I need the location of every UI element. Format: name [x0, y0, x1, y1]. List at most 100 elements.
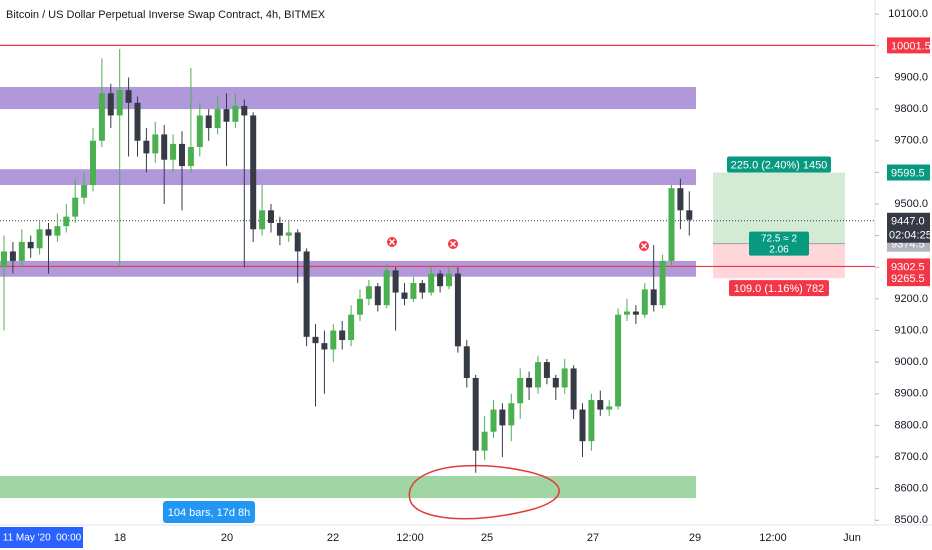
ratio-box — [749, 231, 809, 256]
x-tick-label: 12:00 — [396, 532, 424, 544]
y-tick-label: 9700.0 — [894, 135, 928, 147]
candle-body — [419, 283, 426, 293]
range-label: 104 bars, 17d 8h — [168, 507, 251, 519]
candle-body — [543, 362, 550, 378]
last-price-tag — [887, 212, 930, 243]
candle-body — [179, 143, 185, 167]
candle-body — [285, 232, 292, 236]
y-tick-label: 9100.0 — [894, 324, 928, 336]
candle-body — [446, 273, 452, 287]
candle-body — [463, 346, 470, 378]
price-tag-label: 9265.5 — [891, 273, 925, 285]
candle-body — [170, 143, 177, 160]
x-marker — [387, 237, 397, 247]
price-tag — [887, 37, 930, 54]
candle-body — [508, 403, 515, 426]
candle-body — [63, 216, 70, 227]
candle-body — [535, 362, 541, 388]
candle-body — [312, 336, 319, 344]
candle-body — [18, 241, 25, 261]
x-tick-label: 25 — [481, 532, 493, 544]
candle-body — [588, 400, 595, 442]
candle-body — [107, 93, 114, 116]
loss-label: 109.0 (1.16%) 782 — [734, 283, 825, 295]
y-tick-label: 9200.0 — [894, 293, 928, 305]
candle-body — [330, 330, 337, 350]
profit-label: 225.0 (2.40%) 1450 — [731, 159, 828, 171]
candle-body — [579, 409, 586, 442]
candle-body — [45, 229, 52, 236]
y-tick-label: 8900.0 — [894, 388, 928, 400]
y-tick-label: 10100.0 — [888, 8, 928, 20]
zone — [0, 169, 696, 186]
candle-body — [437, 273, 444, 287]
candle-body — [526, 377, 533, 388]
candle-body — [54, 226, 61, 236]
x-tick-label: 12:00 — [759, 532, 787, 544]
last-price-label: 9447.0 — [891, 216, 925, 228]
candle-body — [125, 90, 132, 103]
candle-body — [597, 400, 604, 410]
candle-body — [187, 147, 194, 167]
candle-body — [401, 292, 408, 299]
profit-label-box — [727, 156, 831, 173]
candle-body — [321, 343, 328, 350]
candle-body — [161, 134, 168, 160]
candle-body — [365, 286, 372, 299]
candle-body — [303, 251, 310, 337]
candle-body — [392, 270, 399, 293]
candle-body — [276, 222, 283, 236]
candle-body — [232, 105, 239, 122]
candle-body — [259, 210, 266, 230]
candle-body — [81, 185, 88, 198]
candle-body — [98, 93, 105, 141]
zone — [0, 260, 696, 277]
candle-body — [72, 197, 79, 217]
candle-body — [214, 109, 221, 129]
zone — [0, 475, 696, 499]
x-tick-label: 22 — [327, 532, 339, 544]
price-tag-label: 9599.5 — [891, 167, 925, 179]
range-box — [163, 501, 255, 523]
annotation-ellipse — [408, 464, 560, 520]
candle-body — [9, 251, 16, 261]
candle-body — [268, 210, 274, 223]
countdown: 02:04:25 — [889, 230, 932, 242]
candle-body — [339, 330, 346, 340]
candle-body — [650, 289, 657, 306]
price-tag — [887, 270, 930, 287]
candle-body — [374, 286, 381, 306]
x-marker — [639, 241, 649, 251]
candle-body — [348, 314, 355, 340]
candle-body — [383, 270, 390, 306]
ratio-label: 72.5 ≈ 2 — [761, 233, 798, 244]
markers — [387, 237, 649, 520]
candle-body — [570, 368, 577, 410]
candle-body — [1, 251, 7, 268]
candle-body — [624, 311, 630, 315]
candle-body — [410, 283, 417, 299]
y-tick-label: 9800.0 — [894, 103, 928, 115]
y-tick-label: 9500.0 — [894, 198, 928, 210]
candle-body — [223, 109, 230, 122]
y-tick-label: 9000.0 — [894, 356, 928, 368]
candle-body — [357, 298, 363, 315]
y-tick-label: 8800.0 — [894, 419, 928, 431]
current-time-box — [0, 527, 83, 548]
y-tick-label: 8700.0 — [894, 451, 928, 463]
candle-body — [659, 260, 666, 306]
candle-body — [134, 102, 141, 141]
candle-body — [481, 431, 488, 451]
candle-body — [606, 406, 613, 410]
candle-body — [472, 377, 479, 451]
price-tag — [887, 164, 930, 181]
candle-body — [250, 115, 257, 230]
ratio-value: 2.06 — [769, 244, 789, 255]
candle-body — [552, 377, 559, 388]
candle-body — [632, 311, 639, 315]
candle-body — [294, 232, 301, 252]
x-tick-label: 18 — [114, 532, 126, 544]
candle-body — [205, 115, 212, 129]
x-tick-label: 11 May '20 00:00 — [3, 533, 82, 544]
